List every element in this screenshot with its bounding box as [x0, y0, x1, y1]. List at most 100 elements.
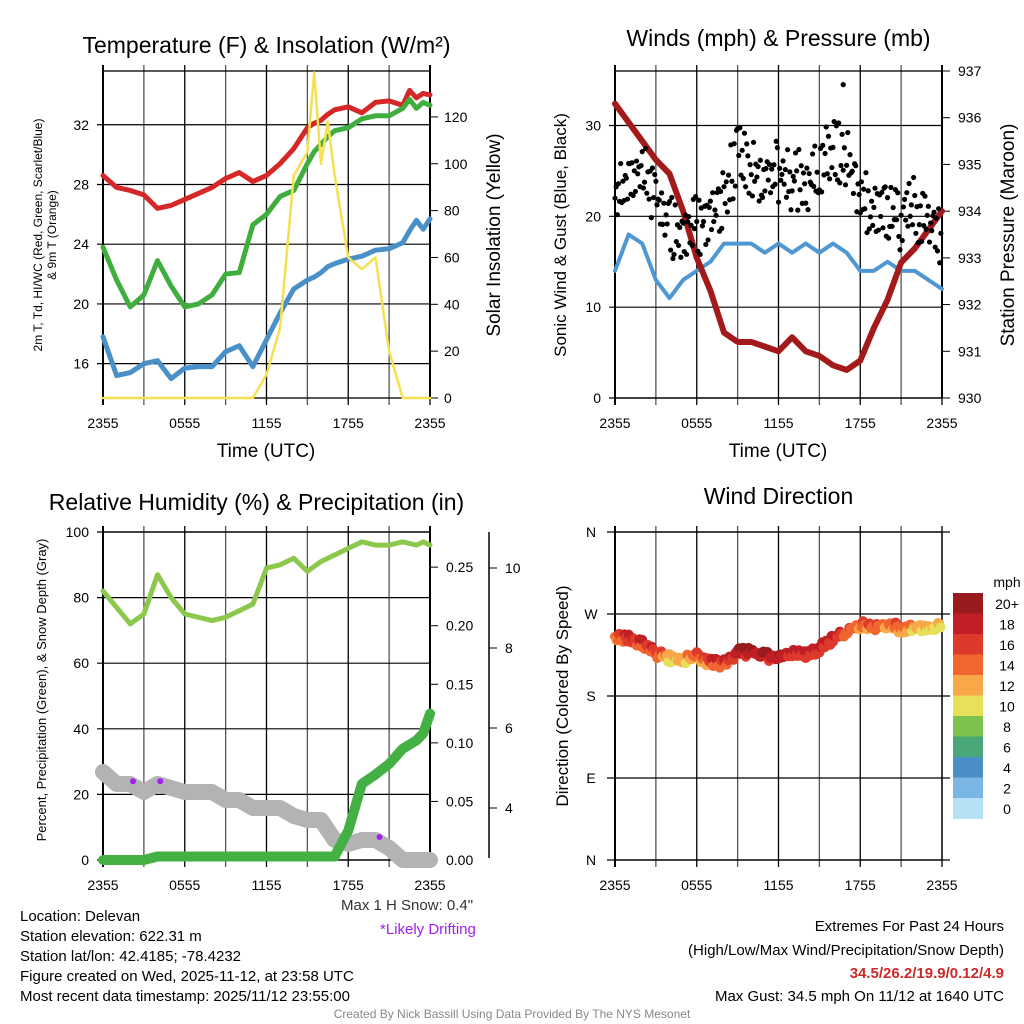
gust-point [755, 163, 761, 170]
gust-point [869, 198, 875, 204]
gust-point [741, 130, 748, 136]
gust-point [898, 212, 904, 218]
gust-point [788, 207, 794, 213]
colorbar-swatch [953, 654, 983, 676]
y-right-tick-label: 20 [444, 343, 460, 359]
gust-point [653, 178, 659, 184]
gust-point [745, 153, 751, 159]
colorbar-label: 10 [999, 699, 1015, 715]
gust-point [875, 227, 882, 233]
gust-point [635, 171, 641, 177]
gust-point [811, 183, 817, 189]
gust-point [845, 129, 851, 136]
gust-point [767, 190, 774, 196]
gust-point [612, 195, 618, 201]
colorbar-label: 14 [999, 658, 1015, 674]
gust-point [708, 226, 715, 233]
colorbar-swatch [953, 777, 983, 799]
colorbar-label: 4 [1003, 760, 1011, 776]
gust-point [730, 196, 736, 202]
y-axis-label: Percent, Precipitation (Green), & Snow D… [34, 539, 49, 842]
gust-point [890, 204, 896, 211]
y-tick-label: 40 [73, 721, 89, 737]
gust-point [765, 177, 771, 183]
gust-point [747, 162, 753, 168]
x-axis-label: Time (UTC) [217, 441, 316, 462]
gust-point [838, 162, 844, 169]
y-tick-label: 16 [73, 356, 89, 372]
gust-point [752, 178, 758, 184]
gust-point [880, 225, 886, 231]
gust-point [683, 251, 690, 257]
gust-point [639, 149, 645, 155]
x-tick-label: 1755 [845, 877, 876, 893]
gust-point [924, 212, 930, 218]
gust-point [632, 188, 639, 195]
gust-point [831, 118, 837, 125]
gust-point [725, 172, 732, 178]
colorbar-label: 6 [1003, 740, 1011, 756]
y-tick-label: N [586, 524, 596, 540]
colorbar-swatch [953, 798, 983, 819]
gust-point [906, 180, 912, 187]
x-tick-label: 2355 [87, 415, 118, 431]
y-right-tick-label: 0.25 [446, 559, 473, 575]
y-right-tick-label: 0 [444, 390, 452, 406]
y-tick-label: 0 [81, 852, 89, 868]
gust-point [913, 230, 919, 236]
gust-point [803, 200, 809, 206]
gust-point [677, 224, 683, 231]
drifting-marker [157, 778, 164, 785]
y-right-tick-label: 100 [444, 156, 468, 172]
gust-point [646, 196, 652, 202]
gust-point [777, 165, 783, 171]
snow-axis-tick-label: 4 [505, 800, 513, 816]
gust-point [934, 248, 941, 254]
gust-point [640, 185, 646, 191]
extremes-legend: (High/Low/Max Wind/Precipitation/Snow De… [688, 942, 1004, 959]
y-tick-label: 32 [73, 117, 89, 133]
max-snow-text: Max 1 H Snow: 0.4" [341, 897, 474, 914]
gust-point [912, 192, 918, 199]
gust-point [916, 222, 922, 228]
gust-point [896, 233, 902, 240]
colorbar-swatch [953, 634, 983, 655]
gust-point [884, 195, 891, 201]
gust-point [812, 143, 818, 149]
gust-point [697, 251, 703, 258]
gust-point [929, 228, 935, 234]
x-tick-label: 2355 [599, 415, 630, 431]
gust-point [721, 184, 727, 190]
gust-point [618, 160, 624, 167]
y-right-tick-label: 930 [958, 390, 982, 406]
y-right-tick-label: 935 [958, 156, 982, 172]
gust-point [680, 220, 686, 226]
colorbar-swatch [953, 736, 983, 758]
x-tick-label: 0555 [681, 877, 712, 893]
drifting-marker [129, 778, 136, 785]
gust-point [750, 139, 757, 145]
y-right-tick-label: 0.10 [446, 735, 473, 751]
y-tick-label: 24 [73, 236, 89, 252]
x-tick-label: 1755 [845, 415, 876, 431]
gust-point [756, 198, 762, 204]
gust-point [789, 188, 795, 194]
y-tick-label: 0 [593, 390, 601, 406]
max-gust-text: Max Gust: 34.5 mph On 11/12 at 1640 UTC [714, 988, 1004, 1005]
gust-point [908, 202, 914, 208]
gust-point [889, 223, 895, 229]
gust-point [672, 202, 678, 208]
gust-point [723, 179, 729, 185]
x-tick-label: 0555 [169, 415, 200, 431]
gust-point [722, 200, 728, 207]
gust-point [841, 145, 847, 151]
gust-point [652, 171, 658, 178]
drifting-marker [376, 834, 383, 841]
y-axis-label-line2: & 9m T (Orange) [45, 190, 59, 280]
gust-point [707, 198, 713, 204]
y-right-tick-label: 120 [444, 109, 468, 125]
series-precipitation [98, 708, 435, 865]
gust-point [757, 157, 763, 163]
gust-point [688, 222, 694, 228]
